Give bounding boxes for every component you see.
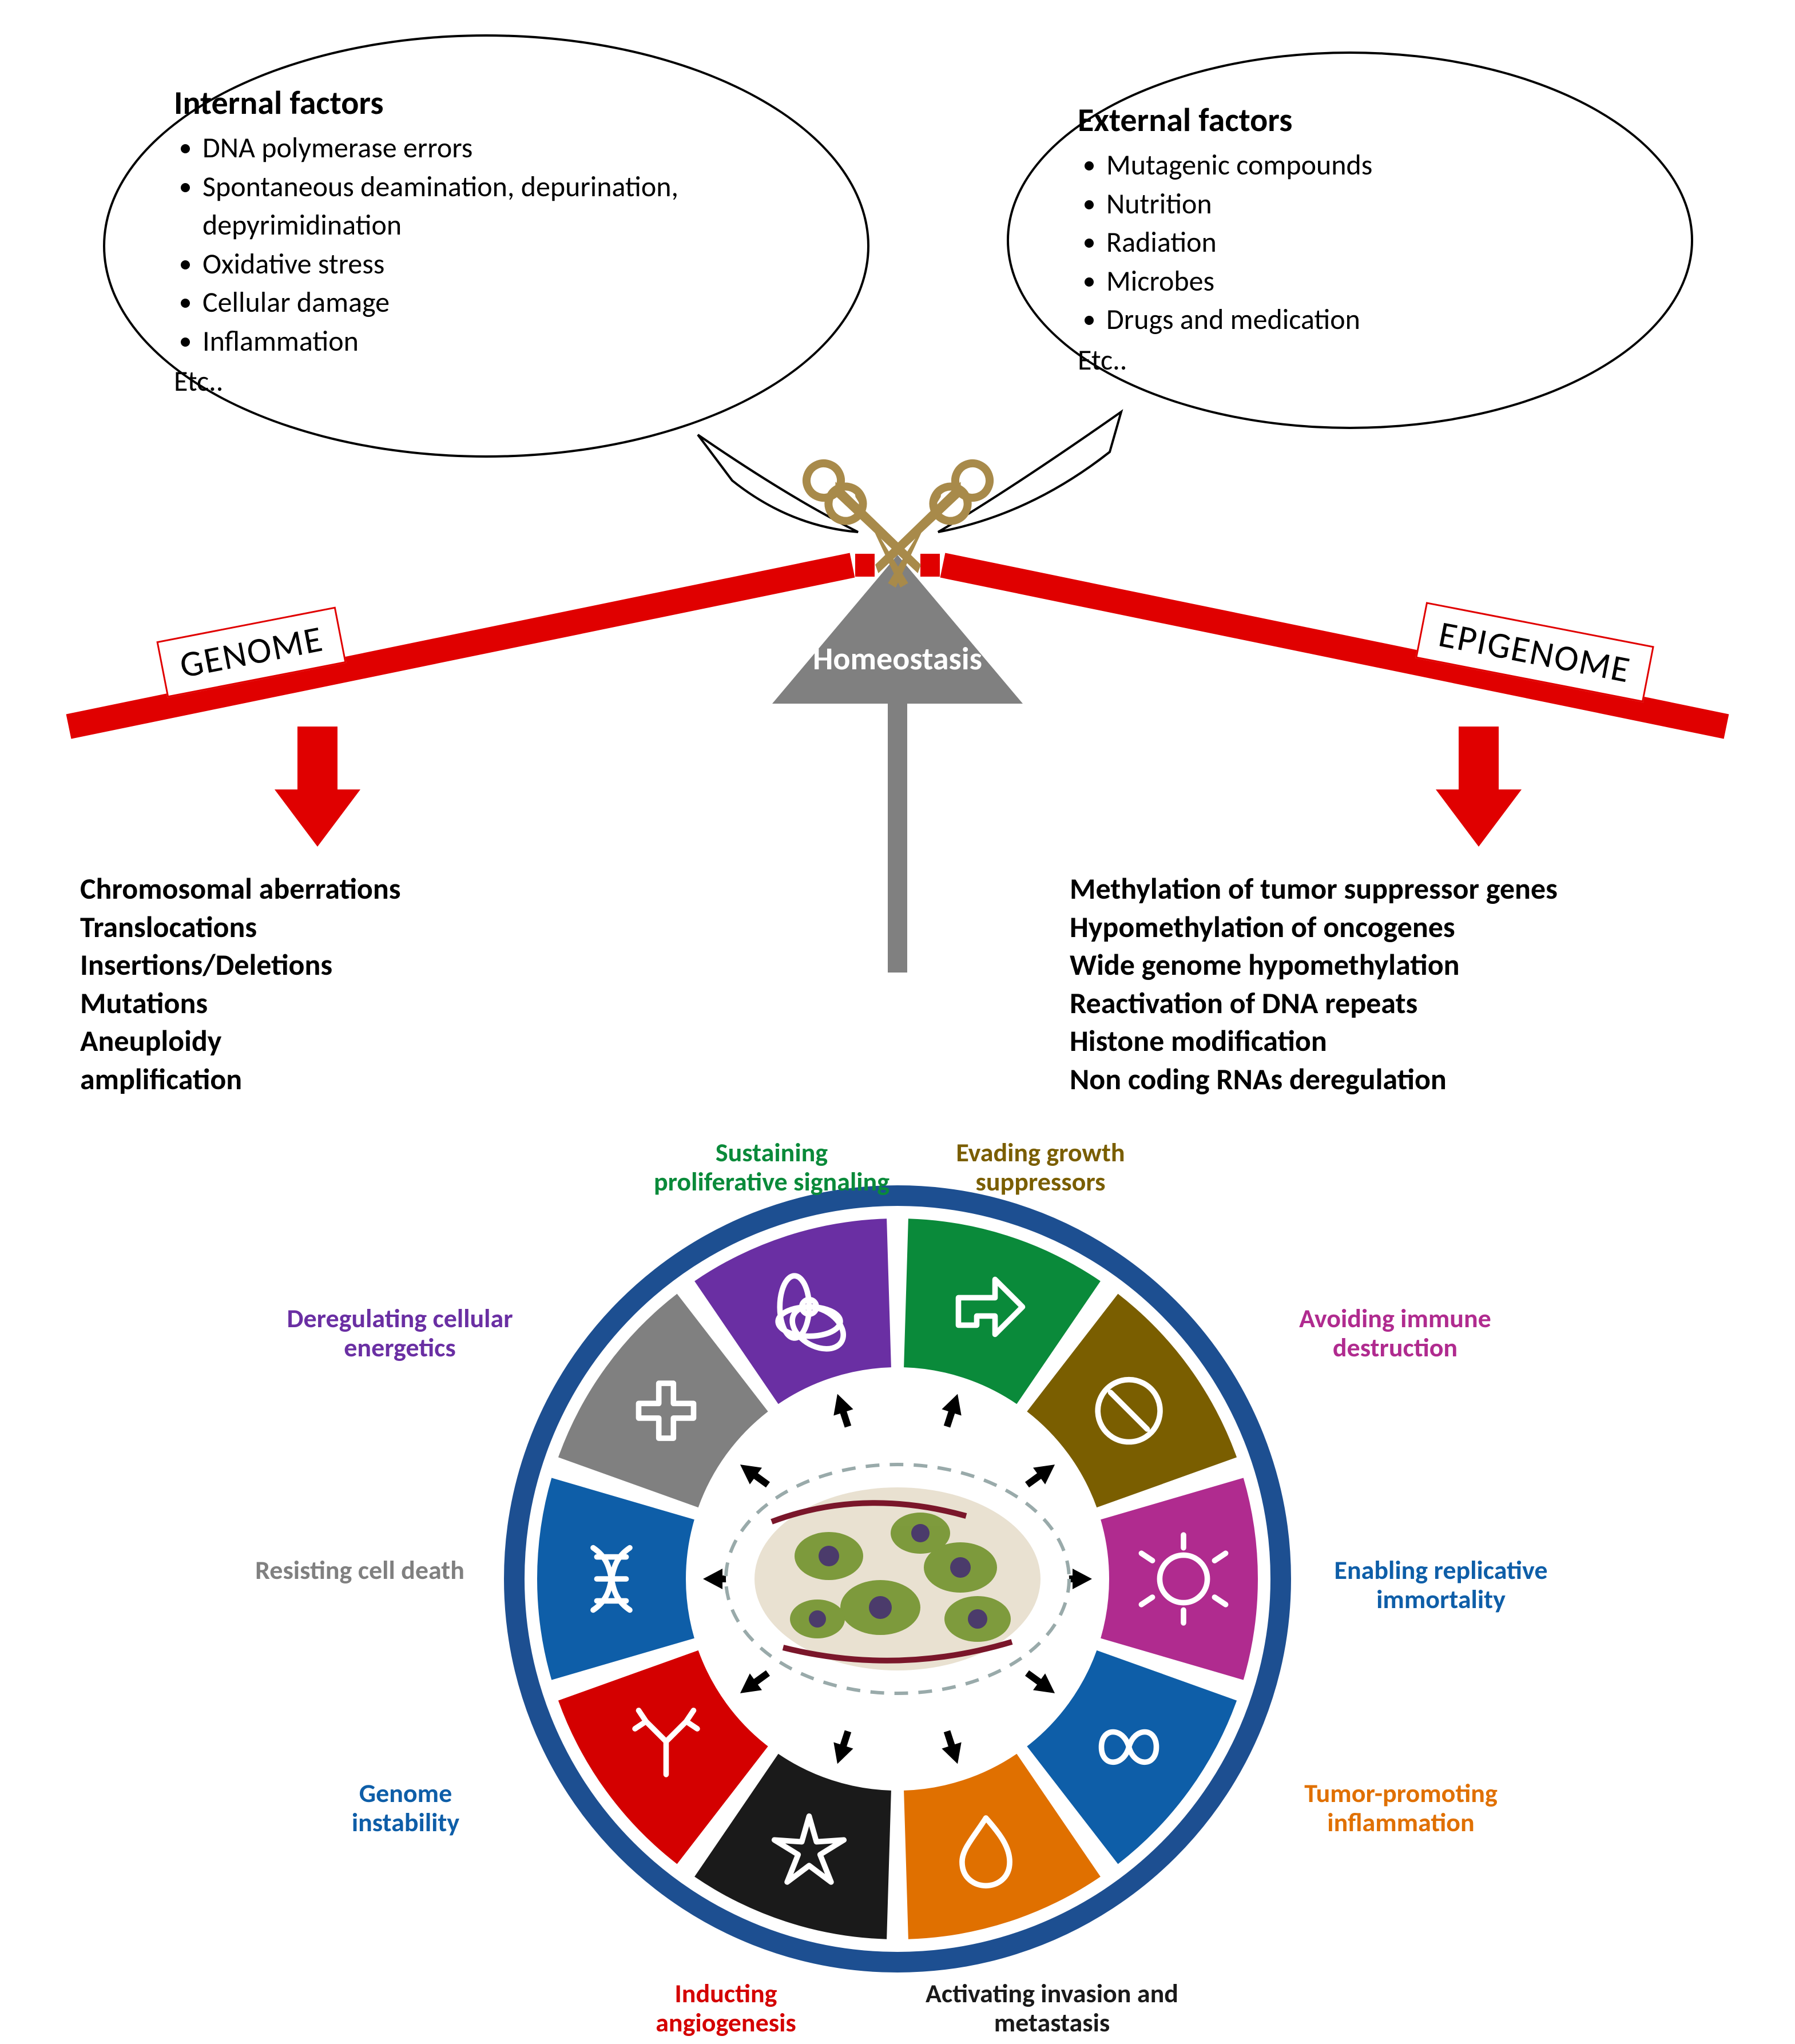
list-item: Methylation of tumor suppressor genes [1070,870,1756,908]
list-item: Hypomethylation of oncogenes [1070,908,1756,946]
hallmark-label-avoiding: Avoiding immune destruction [1286,1304,1504,1362]
tumor-mass-icon [726,1464,1069,1693]
inward-arrow-icon [734,1456,774,1493]
hallmark-label-resisting: Resisting cell death [240,1556,480,1585]
inward-arrow-icon [1021,1665,1061,1701]
inward-arrow-icon [1021,1456,1061,1493]
hallmark-label-replicative: Enabling replicative immortality [1321,1556,1561,1614]
hallmark-label-sustaining: Sustaining proliferative signaling [652,1138,892,1196]
hallmark-label-invasion: Activating invasion and metastasis [920,1979,1184,2037]
ring-piece [1101,1478,1258,1680]
hallmark-label-evading: Evading growth suppressors [932,1138,1149,1196]
list-item: Aneuploidy [80,1022,709,1060]
list-item: Chromosomal aberrations [80,870,709,908]
list-item: Non coding RNAs deregulation [1070,1060,1756,1098]
dna-icon [593,1548,630,1610]
inward-arrow-icon [828,1391,858,1430]
list-item: Insertions/Deletions [80,946,709,984]
hallmark-label-angiogenesis: Inducting angiogenesis [623,1979,829,2037]
list-item: Reactivation of DNA repeats [1070,984,1756,1022]
inward-arrow-icon [937,1728,967,1767]
list-item: Wide genome hypomethylation [1070,946,1756,984]
inward-arrow-icon [937,1391,967,1430]
inward-arrow-icon [828,1728,858,1767]
fulcrum-label: Homeostasis [813,640,982,678]
list-item: amplification [80,1060,709,1098]
hallmark-label-energetics: Deregulating cellular energetics [280,1304,520,1362]
arrow-down-right-icon [1436,727,1522,847]
arrow-down-left-icon [275,727,360,847]
hallmark-label-genome_inst: Genome instability [320,1779,491,1837]
list-item: Translocations [80,908,709,946]
inward-arrow-icon [734,1665,774,1701]
effects-right: Methylation of tumor suppressor genesHyp… [1070,870,1756,1098]
hallmark-label-tumor_infl: Tumor-promoting inflammation [1286,1779,1515,1837]
list-item: Mutations [80,984,709,1022]
effects-left: Chromosomal aberrationsTranslocationsIns… [80,870,709,1098]
list-item: Histone modification [1070,1022,1756,1060]
